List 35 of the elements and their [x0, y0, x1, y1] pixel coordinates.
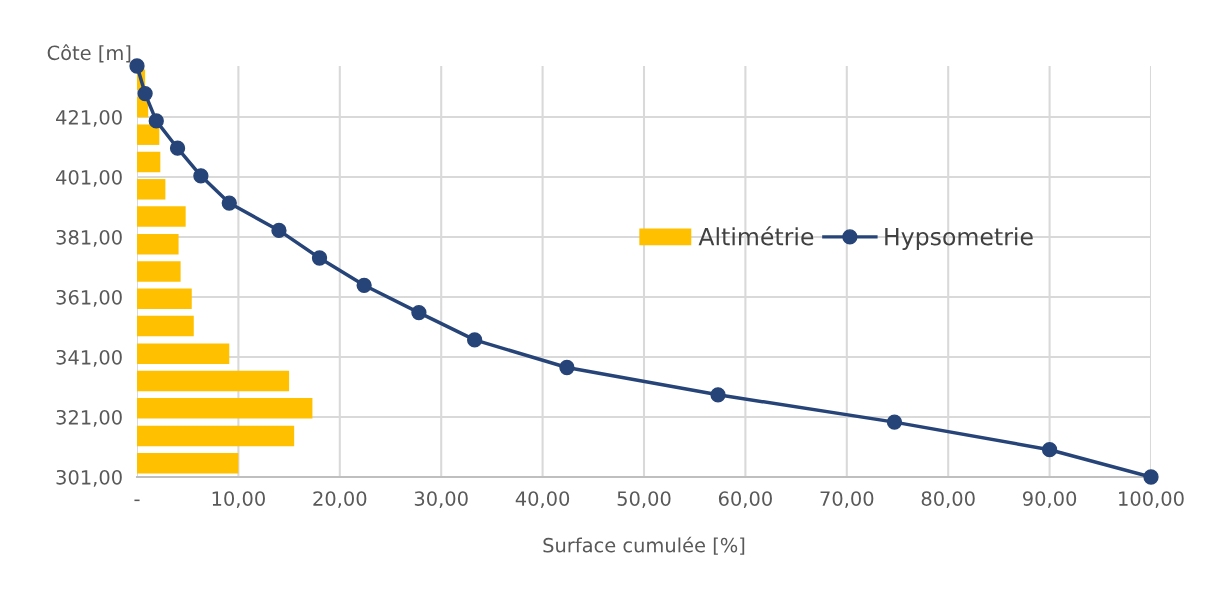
bar [137, 315, 194, 337]
x-tick-label: 50,00 [617, 491, 671, 508]
bar [137, 233, 179, 255]
y-tick-label: 301,00 [56, 469, 122, 487]
y-tick-label: 341,00 [56, 349, 122, 367]
x-tick-label: 70,00 [820, 491, 874, 508]
bar [137, 288, 192, 310]
x-tick-label: 90,00 [1022, 491, 1077, 508]
y-tick-label: 421,00 [56, 109, 122, 127]
bar [137, 151, 161, 173]
bar [137, 261, 181, 282]
y-axis-title: Côte [m] [47, 44, 131, 63]
bar [137, 343, 230, 364]
y-tick-label: 321,00 [56, 409, 122, 427]
x-axis-title: Surface cumulée [%] [543, 536, 745, 555]
y-tick-label: 401,00 [56, 169, 122, 187]
y-tick-label: 381,00 [56, 229, 122, 247]
x-tick-label: 30,00 [414, 491, 468, 508]
bar [137, 452, 239, 474]
bar [137, 398, 313, 419]
x-tick-label: 100,00 [1119, 491, 1184, 508]
legend-label: Hypsometrie [885, 227, 1033, 251]
x-tick-label: - [134, 499, 140, 502]
bar [137, 425, 295, 447]
x-tick-label: 60,00 [718, 491, 772, 508]
legend-label: Altimétrie [698, 226, 814, 246]
x-tick-label: 80,00 [921, 491, 975, 508]
bar [137, 370, 290, 392]
bar [137, 206, 186, 227]
y-tick-label: 361,00 [56, 289, 122, 307]
x-tick-label: 20,00 [313, 491, 367, 508]
x-tick-label: 10,00 [212, 491, 265, 508]
bar [137, 124, 160, 145]
x-tick-label: 40,00 [515, 491, 570, 508]
bar [137, 179, 166, 200]
